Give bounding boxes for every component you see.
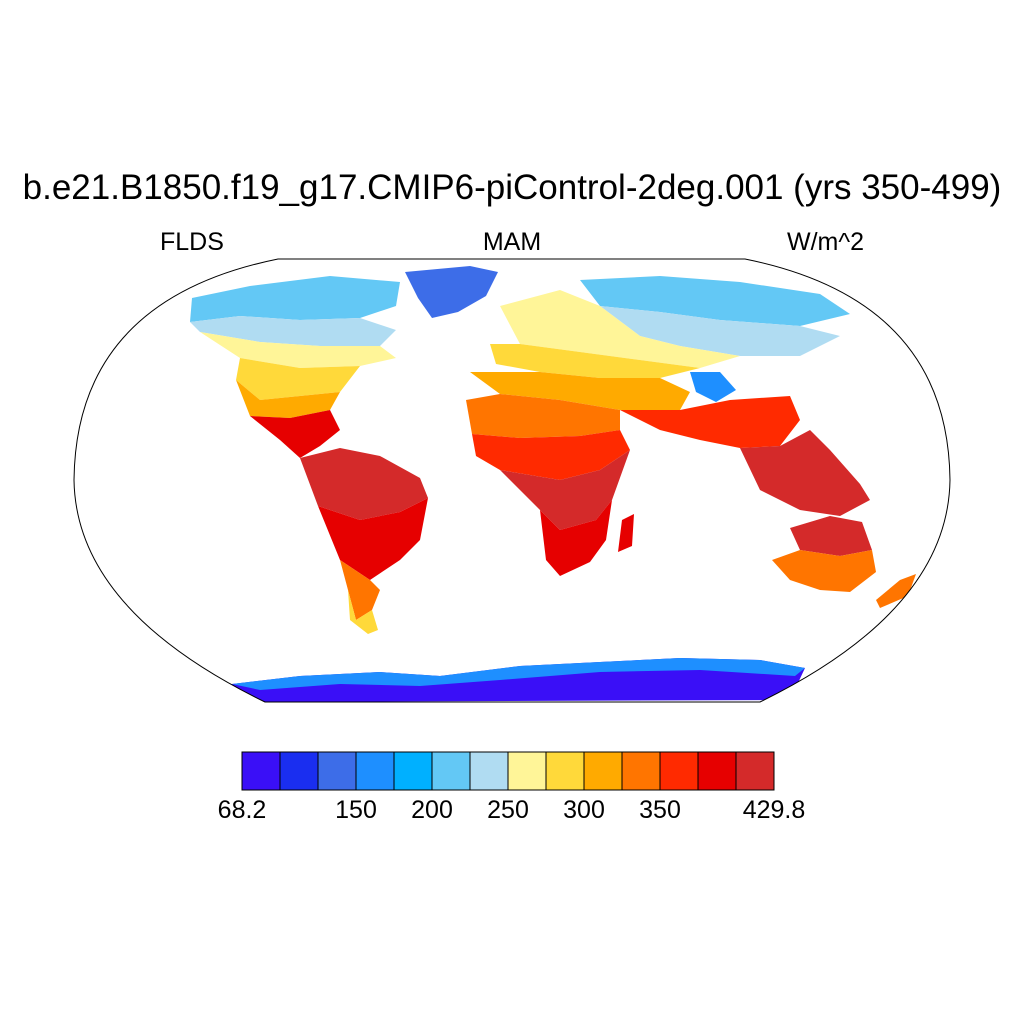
map-title: b.e21.B1850.f19_g17.CMIP6-piControl-2deg…	[22, 168, 1002, 207]
season-label: MAM	[482, 228, 542, 256]
new-zealand-region	[876, 574, 916, 608]
central-america-region	[250, 410, 340, 458]
north-america-mid-region	[200, 332, 396, 368]
southeast-asia-region	[740, 430, 870, 516]
colorbar-swatch	[469, 751, 509, 791]
colorbar-tick-label: 200	[411, 796, 453, 824]
asia-north-region	[600, 306, 840, 356]
north-america-arctic-region	[190, 276, 400, 322]
colorbar-swatch	[659, 751, 699, 791]
colorbar-tick-label: 150	[335, 796, 377, 824]
europe-north-region	[500, 290, 740, 368]
siberia-region	[580, 276, 850, 326]
colorbar-swatch	[355, 751, 395, 791]
africa-south-region	[540, 500, 612, 576]
europe-south-region	[490, 344, 700, 378]
south-america-north-region	[300, 448, 428, 520]
middle-east-region	[470, 372, 690, 410]
north-america-gulf-region	[236, 380, 340, 418]
colorbar-swatch	[393, 751, 433, 791]
map-fill-layer	[190, 266, 916, 702]
colorbar-swatch	[697, 751, 737, 791]
colorbar-tick-label: 350	[639, 796, 681, 824]
colorbar-swatch	[431, 751, 471, 791]
units-label: W/m^2	[786, 228, 864, 256]
colorbar-swatch	[317, 751, 357, 791]
central-asia-dry-region	[690, 372, 736, 402]
colorbar-tick-label: 68.2	[217, 796, 267, 824]
colorbar-swatch	[507, 751, 547, 791]
australia-south-region	[772, 550, 876, 592]
north-america-south-region	[236, 358, 360, 400]
south-asia-region	[620, 396, 800, 448]
colorbar-swatch	[279, 751, 319, 791]
globe-outline	[73, 258, 951, 703]
colorbar-swatch	[735, 751, 775, 791]
colorbar-tick-label: 300	[563, 796, 605, 824]
colorbar-tick-label: 429.8	[742, 796, 806, 824]
variable-label: FLDS	[160, 228, 224, 256]
antarctica-coast-region	[232, 658, 805, 690]
colorbar-swatch	[545, 751, 585, 791]
south-america-south-region	[340, 560, 380, 620]
patagonia-region	[348, 590, 378, 634]
africa-north-region	[466, 394, 620, 438]
australia-north-region	[790, 516, 872, 556]
south-america-east-region	[318, 498, 428, 580]
madagascar-region	[618, 514, 634, 552]
greenland-region	[405, 266, 498, 318]
africa-central-region	[500, 450, 630, 530]
colorbar-swatch	[621, 751, 661, 791]
colorbar-swatch	[583, 751, 623, 791]
north-america-north-region	[190, 316, 396, 346]
colorbar-swatch	[241, 751, 281, 791]
colorbar-tick-label: 250	[487, 796, 529, 824]
africa-sahel-region	[472, 430, 630, 480]
